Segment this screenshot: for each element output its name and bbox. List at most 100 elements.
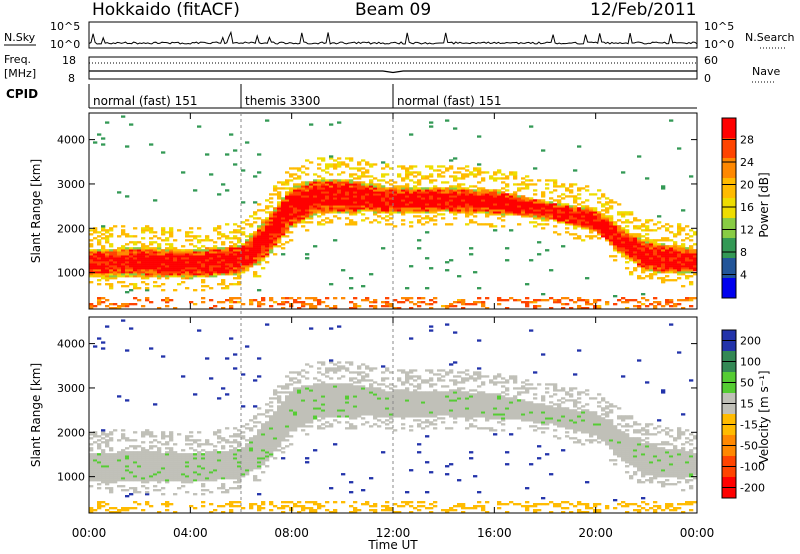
heatmap-cell — [225, 469, 230, 472]
heatmap-cell — [109, 507, 114, 510]
heatmap-cell — [349, 197, 354, 200]
heatmap-cell — [193, 439, 198, 442]
heatmap-cell — [189, 467, 194, 470]
heatmap-cell — [177, 459, 182, 462]
heatmap-cell — [285, 421, 290, 424]
heatmap-cell — [665, 271, 670, 274]
heatmap-cell — [149, 249, 154, 252]
heatmap-cell — [509, 195, 514, 198]
heatmap-cell — [165, 451, 170, 454]
heatmap-cell — [249, 247, 254, 250]
heatmap-cell — [269, 217, 274, 220]
heatmap-cell — [169, 477, 174, 480]
heatmap-cell — [269, 455, 274, 458]
heatmap-cell — [533, 211, 538, 214]
heatmap-cell — [293, 411, 298, 414]
heatmap-cell — [153, 461, 158, 464]
heatmap-cell — [293, 503, 298, 506]
heatmap-cell — [257, 247, 262, 250]
heatmap-cell — [225, 393, 230, 396]
heatmap-cell — [185, 477, 190, 480]
heatmap-cell — [157, 479, 162, 482]
heatmap-cell — [257, 259, 262, 262]
heatmap-cell — [109, 461, 114, 464]
heatmap-cell — [681, 269, 686, 272]
heatmap-cell — [237, 249, 242, 252]
heatmap-cell — [653, 267, 658, 270]
heatmap-cell — [293, 193, 298, 196]
heatmap-cell — [289, 421, 294, 424]
heatmap-cell — [133, 473, 138, 476]
heatmap-cell — [581, 217, 586, 220]
heatmap-cell — [265, 451, 270, 454]
heatmap-cell — [93, 249, 98, 252]
heatmap-cell — [689, 275, 694, 278]
heatmap-cell — [201, 475, 206, 478]
heatmap-cell — [345, 409, 350, 412]
heatmap-cell — [269, 405, 274, 408]
heatmap-cell — [421, 209, 426, 212]
heatmap-cell — [89, 257, 94, 260]
heatmap-cell — [285, 399, 290, 402]
heatmap-cell — [149, 467, 154, 470]
heatmap-cell — [685, 267, 690, 270]
heatmap-cell — [329, 403, 334, 406]
heatmap-cell — [257, 245, 262, 248]
heatmap-cell — [277, 443, 282, 446]
heatmap-cell — [685, 259, 690, 262]
heatmap-cell — [425, 195, 430, 198]
heatmap-cell — [393, 203, 398, 206]
heatmap-cell — [289, 195, 294, 198]
heatmap-cell — [325, 211, 330, 214]
heatmap-cell — [301, 181, 306, 184]
heatmap-cell — [89, 463, 94, 466]
heatmap-cell — [493, 213, 498, 216]
heatmap-cell — [661, 225, 666, 228]
heatmap-cell — [333, 413, 338, 416]
heatmap-cell — [153, 459, 158, 462]
heatmap-cell — [297, 185, 302, 188]
heatmap-cell — [593, 223, 598, 226]
heatmap-cell — [441, 199, 446, 202]
heatmap-cell — [189, 239, 194, 242]
station-title: Hokkaido (fitACF) — [92, 0, 240, 20]
heatmap-cell — [93, 509, 98, 512]
heatmap-cell — [341, 383, 346, 386]
heatmap-cell — [201, 479, 206, 482]
heatmap-cell — [269, 401, 274, 404]
heatmap-cell — [165, 479, 170, 482]
heatmap-cell — [109, 255, 114, 258]
heatmap-cell — [469, 205, 474, 208]
heatmap-cell — [677, 249, 682, 252]
heatmap-cell — [345, 403, 350, 406]
heatmap-cell — [537, 241, 542, 244]
heatmap-cell — [137, 453, 142, 456]
heatmap-cell — [301, 303, 306, 306]
heatmap-cell — [305, 229, 310, 232]
heatmap-cell — [197, 125, 202, 128]
heatmap-cell — [649, 219, 654, 222]
heatmap-cell — [493, 225, 498, 228]
heatmap-cell — [437, 191, 442, 194]
heatmap-cell — [405, 299, 410, 302]
heatmap-cell — [677, 255, 682, 258]
heatmap-cell — [345, 209, 350, 212]
heatmap-cell — [185, 439, 190, 442]
heatmap-cell — [489, 189, 494, 192]
heatmap-cell — [681, 271, 686, 274]
heatmap-cell — [329, 405, 334, 408]
heatmap-cell — [521, 199, 526, 202]
heatmap-cell — [105, 457, 110, 460]
heatmap-cell — [569, 189, 574, 192]
heatmap-cell — [273, 217, 278, 220]
heatmap-cell — [245, 245, 250, 248]
heatmap-cell — [477, 201, 482, 204]
heatmap-cell — [325, 197, 330, 200]
heatmap-cell — [661, 249, 666, 252]
heatmap-cell — [621, 247, 626, 250]
heatmap-cell — [97, 479, 102, 482]
heatmap-cell — [181, 463, 186, 466]
heatmap-cell — [285, 425, 290, 428]
heatmap-cell — [669, 231, 674, 234]
heatmap-cell — [313, 185, 318, 188]
